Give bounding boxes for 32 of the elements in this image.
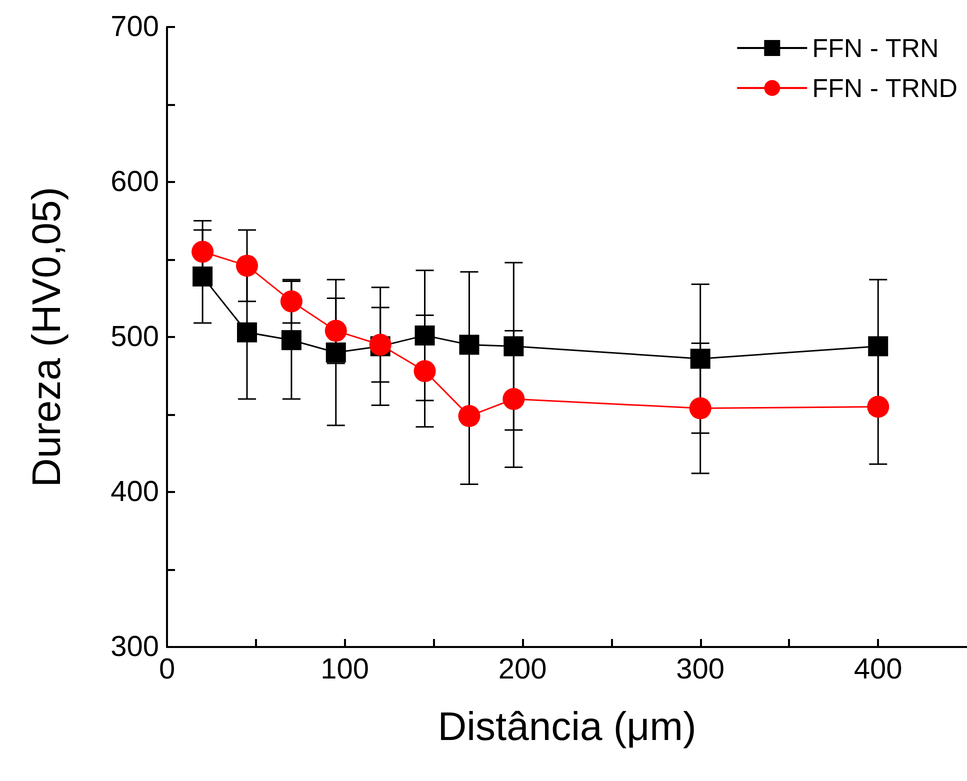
point (192, 266, 213, 287)
point (326, 342, 346, 362)
point (414, 360, 436, 382)
point (690, 348, 710, 369)
x-tick-label: 300 (676, 654, 725, 686)
point (504, 336, 524, 356)
y-tick-label: 500 (110, 321, 159, 353)
point (192, 240, 214, 263)
x-tick-label: 100 (320, 654, 369, 686)
point (867, 396, 890, 418)
point (459, 334, 480, 355)
point (414, 325, 435, 346)
x-tick-label: 200 (498, 654, 547, 686)
point (502, 388, 525, 410)
point (458, 405, 480, 428)
point (237, 322, 257, 342)
point (689, 397, 712, 420)
point (281, 330, 302, 350)
y-axis-title: Dureza (HV0,05) (25, 186, 69, 488)
x-tick-label: 400 (854, 654, 902, 686)
y-tick-label: 700 (110, 11, 159, 43)
y-tick-label: 600 (110, 166, 159, 198)
y-tick-label: 400 (110, 476, 159, 508)
legend-label: FFN - TRND (812, 73, 958, 103)
x-tick-label: 0 (158, 654, 176, 686)
point (280, 290, 302, 312)
point (868, 336, 888, 356)
point (236, 254, 258, 277)
y-tick-label: 300 (110, 631, 159, 663)
point (324, 320, 347, 342)
x-axis-title: Distância (μm) (438, 705, 696, 749)
legend-label: FFN - TRN (812, 33, 939, 63)
